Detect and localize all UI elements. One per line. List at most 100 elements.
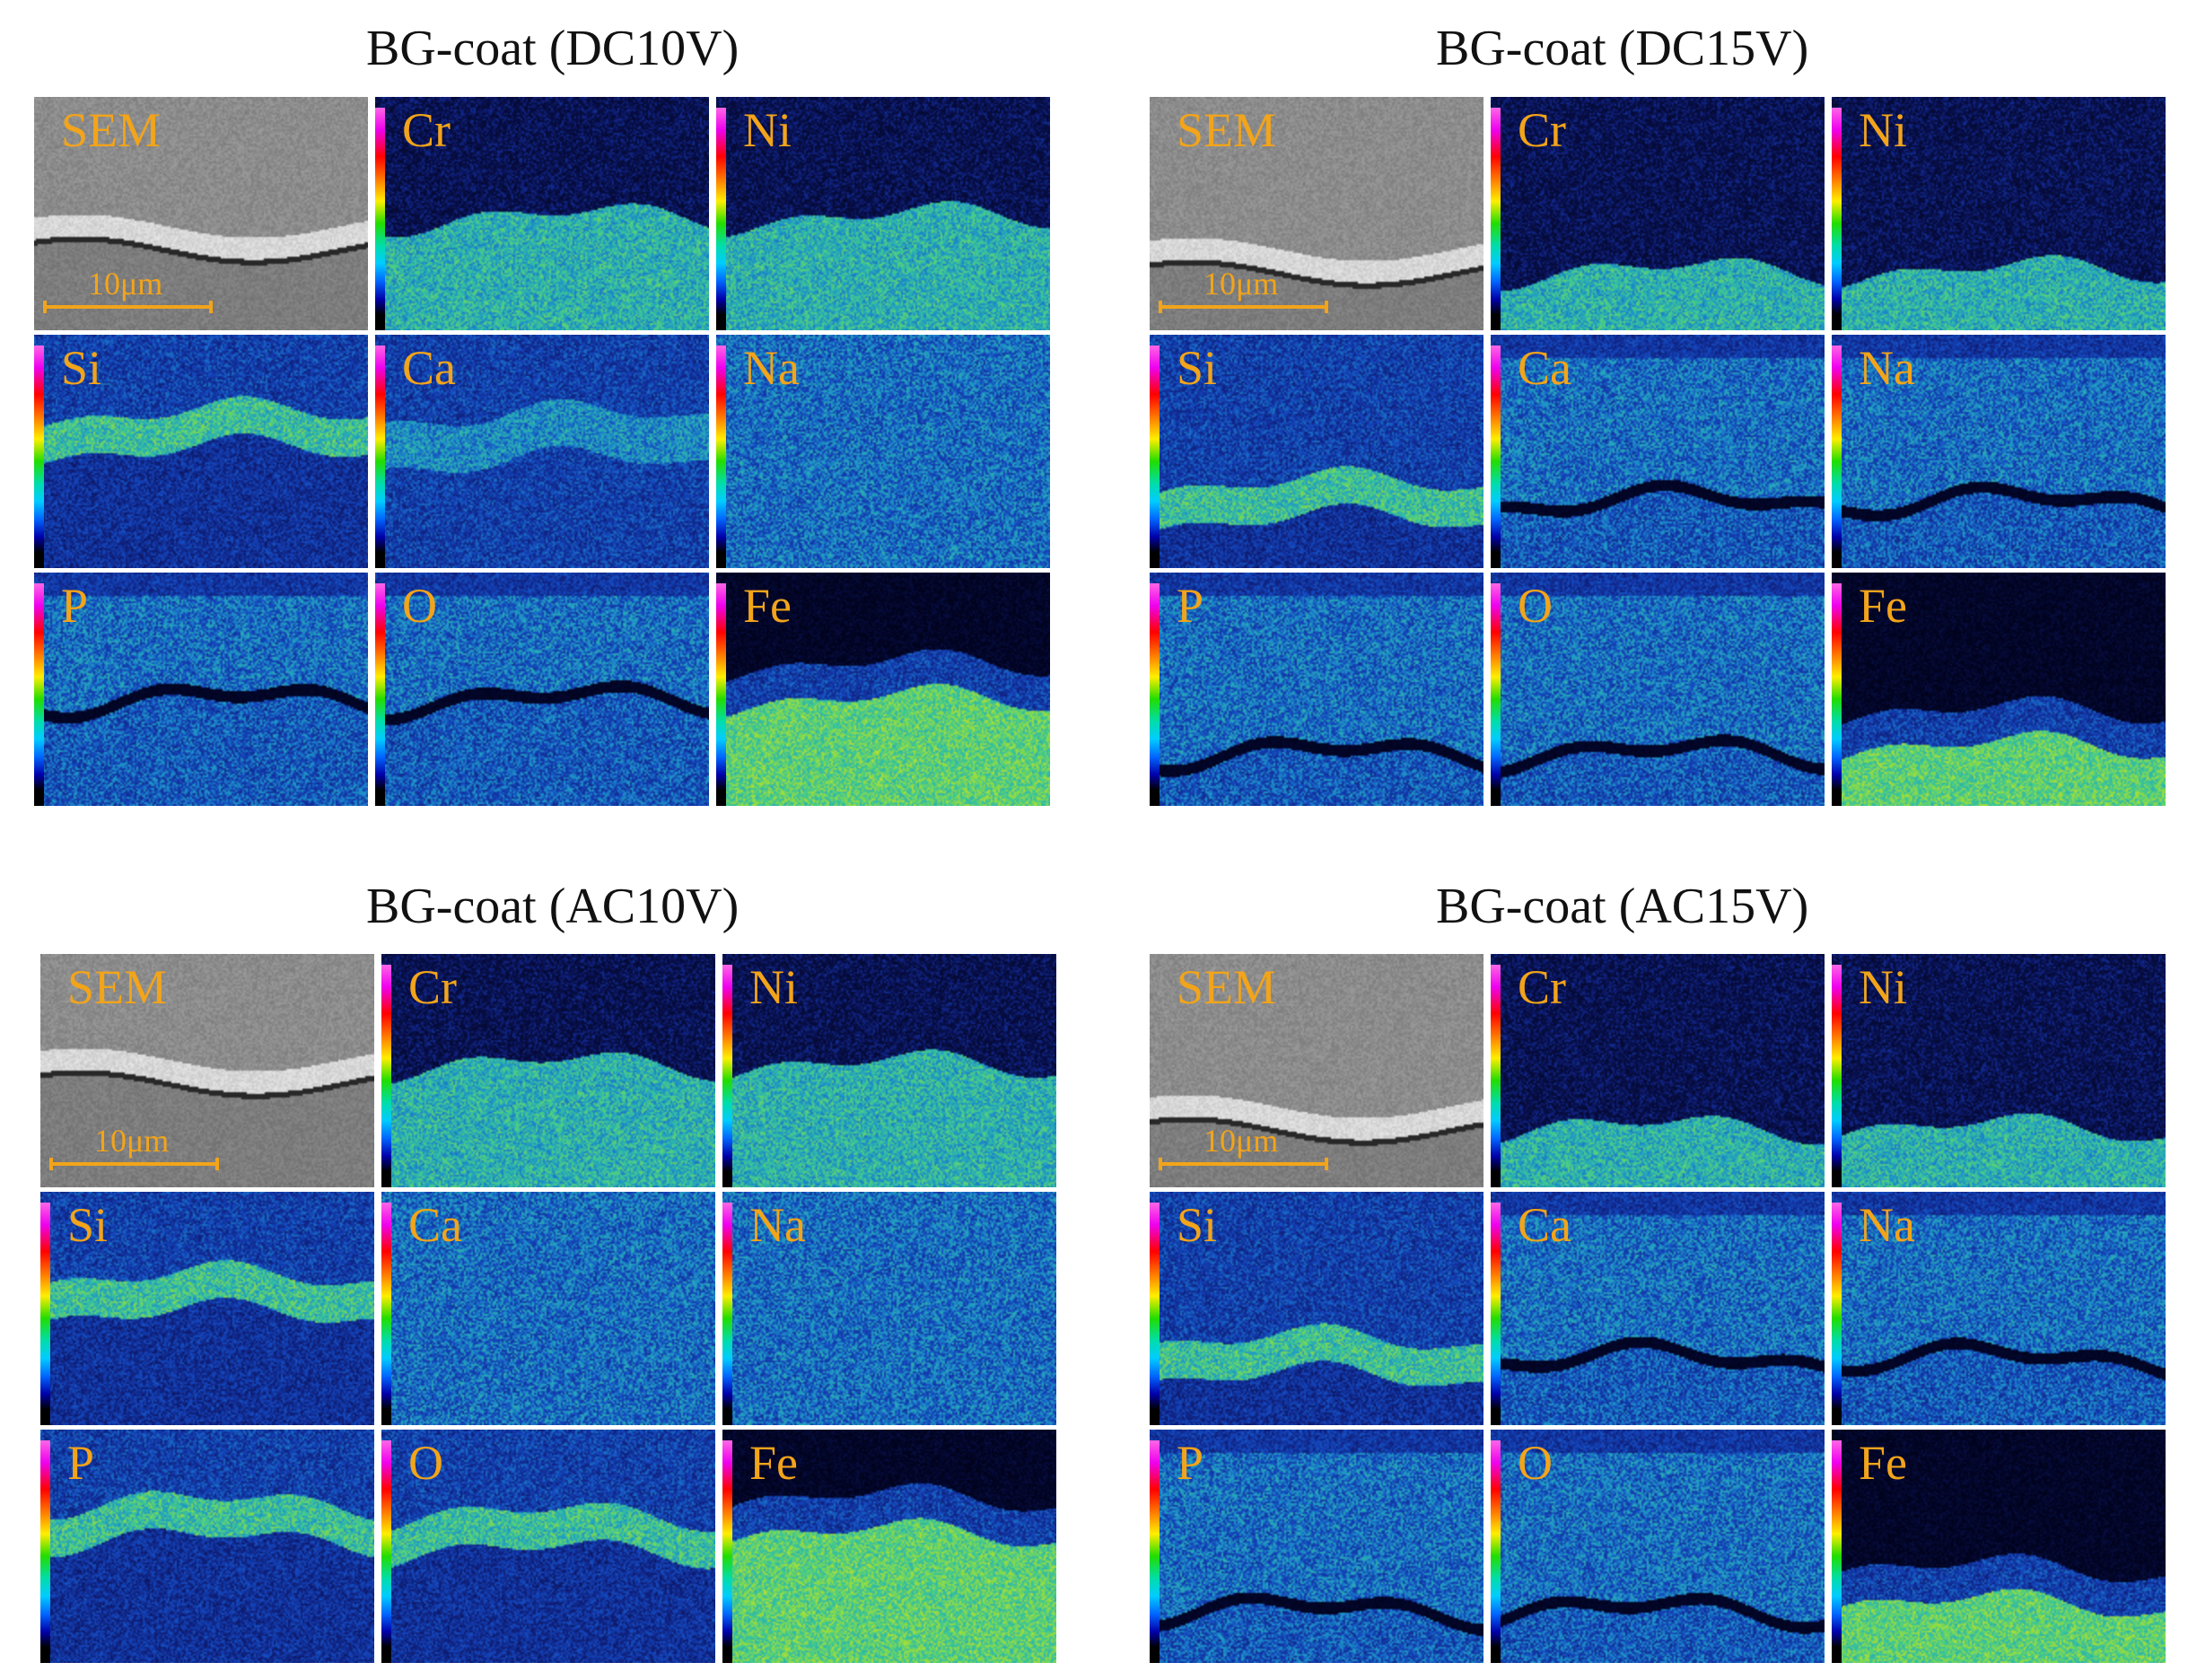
intensity-colorbar bbox=[716, 108, 726, 330]
scale-bar bbox=[1159, 1158, 1328, 1178]
eds-element-map bbox=[716, 573, 1050, 806]
group-title-ac10v: BG-coat (AC10V) bbox=[366, 879, 740, 934]
panel-label: O bbox=[1518, 579, 1553, 633]
map-panel-fe: Fe bbox=[1832, 1430, 2166, 1663]
map-panel-fe: Fe bbox=[1832, 573, 2166, 806]
eds-element-map bbox=[722, 1430, 1056, 1663]
intensity-colorbar bbox=[381, 1203, 391, 1425]
eds-element-map bbox=[1150, 335, 1483, 568]
intensity-colorbar bbox=[1832, 346, 1842, 568]
map-panel-si: Si bbox=[34, 335, 368, 568]
map-panel-ni: Ni bbox=[716, 97, 1050, 330]
map-panel-ca: Ca bbox=[1491, 1192, 1825, 1425]
panel-label: Na bbox=[1859, 1198, 1915, 1252]
intensity-colorbar bbox=[1832, 108, 1842, 330]
panel-label: Cr bbox=[402, 103, 451, 157]
map-panel-sem: SEM 10μm bbox=[1150, 954, 1483, 1187]
intensity-colorbar bbox=[375, 583, 385, 806]
map-panel-cr: Cr bbox=[1491, 97, 1825, 330]
scale-bar-label: 10μm bbox=[1203, 266, 1279, 302]
eds-element-map bbox=[722, 954, 1056, 1187]
eds-element-map bbox=[1491, 954, 1825, 1187]
eds-element-map bbox=[1832, 954, 2166, 1187]
intensity-colorbar bbox=[1150, 583, 1160, 806]
intensity-colorbar bbox=[1491, 583, 1501, 806]
sem-micrograph bbox=[40, 954, 374, 1187]
intensity-colorbar bbox=[1491, 965, 1501, 1187]
intensity-colorbar bbox=[375, 346, 385, 568]
eds-element-map bbox=[40, 1430, 374, 1663]
map-panel-o: O bbox=[381, 1430, 715, 1663]
intensity-colorbar bbox=[1150, 1203, 1160, 1425]
map-panel-p: P bbox=[1150, 573, 1483, 806]
panel-label: Na bbox=[1859, 341, 1915, 395]
eds-element-map bbox=[1491, 1430, 1825, 1663]
panel-label: Fe bbox=[1859, 1436, 1907, 1490]
panel-label: Ni bbox=[1859, 103, 1907, 157]
panel-label: Na bbox=[749, 1198, 806, 1252]
panel-label: Fe bbox=[743, 579, 792, 633]
intensity-colorbar bbox=[722, 1203, 732, 1425]
eds-element-map bbox=[1832, 573, 2166, 806]
map-panel-ca: Ca bbox=[375, 335, 709, 568]
panel-label: Ca bbox=[1518, 1198, 1571, 1252]
eds-element-map bbox=[381, 954, 715, 1187]
map-panel-ca: Ca bbox=[381, 1192, 715, 1425]
panel-label: Si bbox=[61, 341, 102, 395]
intensity-colorbar bbox=[716, 583, 726, 806]
map-panel-ca: Ca bbox=[1491, 335, 1825, 568]
intensity-colorbar bbox=[1832, 1203, 1842, 1425]
map-panel-cr: Cr bbox=[375, 97, 709, 330]
panel-label: Si bbox=[1177, 341, 1218, 395]
group-title-ac15v: BG-coat (AC15V) bbox=[1436, 879, 1809, 934]
scale-bar bbox=[1159, 301, 1328, 321]
panel-label: Cr bbox=[1518, 960, 1566, 1014]
scale-bar bbox=[49, 1158, 219, 1178]
map-panel-p: P bbox=[40, 1430, 374, 1663]
panel-label: O bbox=[408, 1436, 443, 1490]
intensity-colorbar bbox=[1491, 108, 1501, 330]
panel-label: Ni bbox=[1859, 960, 1907, 1014]
group-title-dc15v: BG-coat (DC15V) bbox=[1436, 21, 1809, 76]
eds-element-map bbox=[34, 573, 368, 806]
intensity-colorbar bbox=[1150, 346, 1160, 568]
panel-label: P bbox=[1177, 579, 1204, 633]
map-panel-fe: Fe bbox=[716, 573, 1050, 806]
panel-label: P bbox=[61, 579, 89, 633]
panel-label: Fe bbox=[1859, 579, 1907, 633]
eds-element-map bbox=[381, 1430, 715, 1663]
scale-bar-label: 10μm bbox=[94, 1123, 170, 1159]
map-panel-o: O bbox=[1491, 573, 1825, 806]
map-panel-cr: Cr bbox=[381, 954, 715, 1187]
panel-label: Fe bbox=[749, 1436, 798, 1490]
map-panel-sem: SEM 10μm bbox=[40, 954, 374, 1187]
map-panel-cr: Cr bbox=[1491, 954, 1825, 1187]
intensity-colorbar bbox=[40, 1203, 50, 1425]
panel-label: O bbox=[1518, 1436, 1553, 1490]
scale-bar bbox=[43, 301, 213, 321]
eds-element-map bbox=[375, 573, 709, 806]
panel-label: Ca bbox=[402, 341, 456, 395]
intensity-colorbar bbox=[381, 1440, 391, 1663]
eds-element-map bbox=[1491, 335, 1825, 568]
intensity-colorbar bbox=[375, 108, 385, 330]
eds-element-map bbox=[1491, 97, 1825, 330]
intensity-colorbar bbox=[1832, 583, 1842, 806]
map-panel-na: Na bbox=[1832, 335, 2166, 568]
eds-element-map bbox=[34, 335, 368, 568]
intensity-colorbar bbox=[1491, 1203, 1501, 1425]
eds-element-map bbox=[1150, 573, 1483, 806]
intensity-colorbar bbox=[722, 965, 732, 1187]
intensity-colorbar bbox=[716, 346, 726, 568]
sem-micrograph bbox=[1150, 97, 1483, 330]
eds-element-map bbox=[375, 97, 709, 330]
map-panel-si: Si bbox=[1150, 335, 1483, 568]
map-panel-si: Si bbox=[40, 1192, 374, 1425]
eds-element-map bbox=[716, 335, 1050, 568]
scale-bar-label: 10μm bbox=[88, 266, 163, 302]
panel-label: Si bbox=[67, 1198, 109, 1252]
panel-label: O bbox=[402, 579, 437, 633]
intensity-colorbar bbox=[34, 583, 44, 806]
panel-label: Cr bbox=[1518, 103, 1566, 157]
eds-element-map bbox=[1832, 97, 2166, 330]
